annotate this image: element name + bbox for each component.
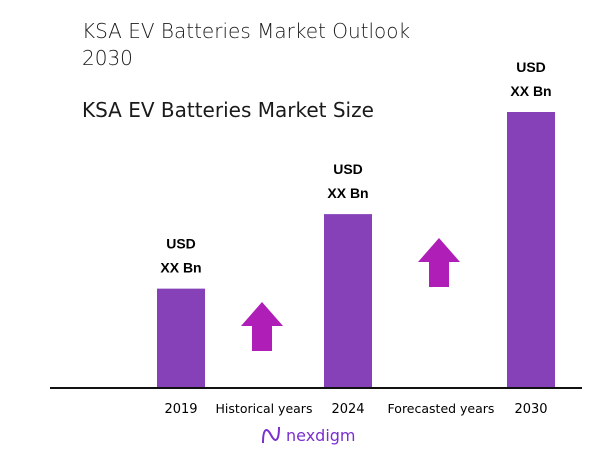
period-label: Forecasted years <box>388 401 495 416</box>
data-label-value: XX Bn <box>327 185 368 201</box>
nexdigm-logo: nexdigm <box>260 424 356 446</box>
data-label-currency: USD <box>516 59 546 75</box>
data-label-value: XX Bn <box>510 83 551 99</box>
chart-subtitle: KSA EV Batteries Market Size <box>82 98 374 122</box>
x-tick-label: 2030 <box>514 402 547 417</box>
data-label-currency: USD <box>166 236 196 252</box>
chart-title: KSA EV Batteries Market Outlook 2030 <box>82 19 411 70</box>
x-tick-label: 2019 <box>164 402 197 417</box>
data-label-currency: USD <box>333 161 363 177</box>
logo-mark-icon <box>262 426 280 444</box>
growth-arrow-up-icon <box>241 302 283 351</box>
bar-2019 <box>157 288 205 388</box>
growth-arrow-up-icon <box>418 238 460 287</box>
logo-text: nexdigm <box>286 425 356 445</box>
bar-2030 <box>507 112 555 388</box>
bar-2024 <box>324 214 372 388</box>
x-tick-label: 2024 <box>331 402 364 417</box>
data-label-value: XX Bn <box>160 260 201 276</box>
period-label: Historical years <box>216 401 313 416</box>
